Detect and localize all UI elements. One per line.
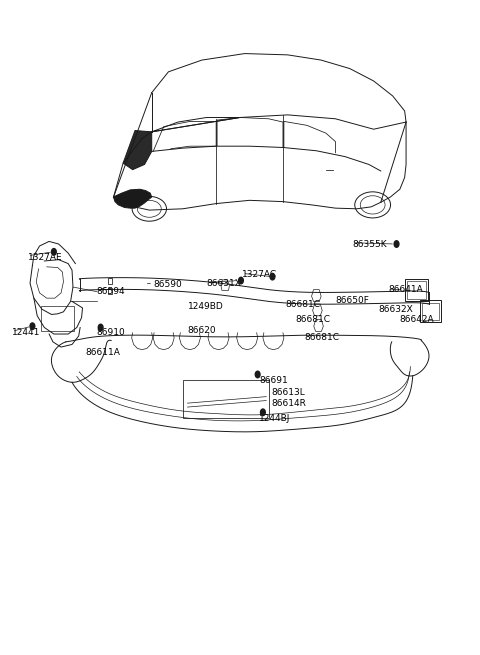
Text: 86650F: 86650F <box>336 295 369 305</box>
Text: 86691: 86691 <box>259 377 288 386</box>
Text: 86681C: 86681C <box>285 299 320 309</box>
Text: 86641A: 86641A <box>388 285 423 294</box>
Bar <box>422 303 440 320</box>
Text: 86594: 86594 <box>96 287 124 296</box>
Text: 12441: 12441 <box>12 328 40 337</box>
Text: 86613L: 86613L <box>271 388 305 397</box>
Circle shape <box>394 241 399 248</box>
Text: 86642A: 86642A <box>400 314 434 324</box>
Polygon shape <box>114 189 152 208</box>
Bar <box>183 380 269 417</box>
Bar <box>108 278 112 284</box>
Text: 86681C: 86681C <box>295 315 330 324</box>
Text: 1327AE: 1327AE <box>28 253 62 261</box>
Text: 86614R: 86614R <box>271 400 306 408</box>
Text: 1249BD: 1249BD <box>188 302 223 311</box>
Circle shape <box>51 249 56 255</box>
Circle shape <box>261 409 265 415</box>
Circle shape <box>98 324 103 331</box>
Text: 86355K: 86355K <box>352 240 387 248</box>
Circle shape <box>270 273 275 280</box>
Text: 86590: 86590 <box>153 280 182 289</box>
Polygon shape <box>123 130 152 170</box>
Bar <box>40 306 74 331</box>
Bar <box>108 288 112 294</box>
Text: 1327AC: 1327AC <box>242 269 277 278</box>
Circle shape <box>255 371 260 378</box>
Text: 86910: 86910 <box>97 328 126 337</box>
Text: 1244BJ: 1244BJ <box>259 415 290 423</box>
Bar <box>405 278 428 301</box>
Bar <box>420 300 442 322</box>
Text: 86620: 86620 <box>188 326 216 335</box>
Text: 86631X: 86631X <box>206 278 241 288</box>
Text: 86611A: 86611A <box>85 348 120 357</box>
Bar <box>407 281 426 299</box>
Circle shape <box>30 323 35 329</box>
Text: 86681C: 86681C <box>304 333 339 343</box>
Text: 86632X: 86632X <box>378 305 413 314</box>
Circle shape <box>239 277 243 284</box>
